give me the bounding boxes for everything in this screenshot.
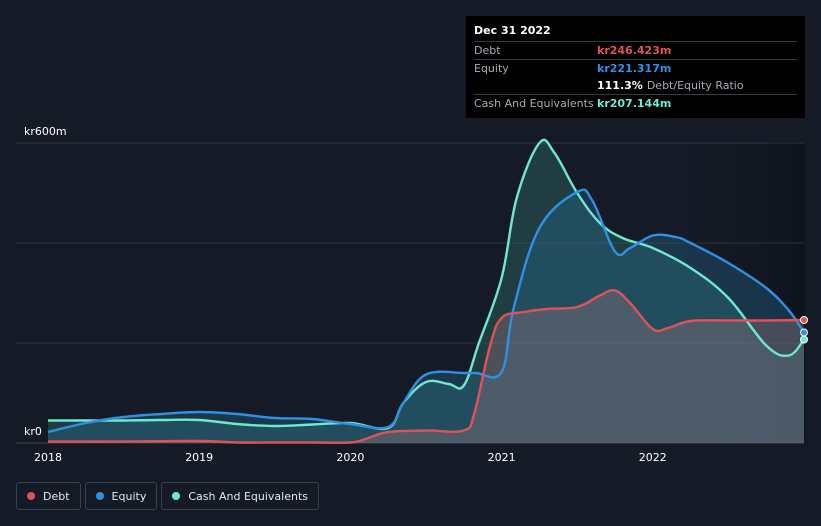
tooltip-row-cash: Cash And Equivalents kr207.144m [474,94,797,112]
tooltip-label [474,77,597,94]
endpoint-debt [800,316,808,324]
tooltip-value-cash: kr207.144m [597,97,672,110]
tooltip-label: Equity [474,62,509,75]
area-debt [48,290,804,443]
legend-item-cash[interactable]: Cash And Equivalents [161,482,319,510]
x-tick-label: 2019 [185,451,213,464]
legend-label: Cash And Equivalents [188,489,308,503]
tooltip-label: Cash And Equivalents [474,97,594,110]
legend-dot-icon [172,492,181,500]
y-tick-label-top: kr600m [24,125,67,138]
endpoint-equity [800,328,808,337]
x-tick-label: 2018 [34,451,62,464]
endpoint-cash-and-equivalents [800,335,808,344]
series-endpoints [800,316,808,344]
legend-label: Debt [43,489,70,503]
legend-label: Equity [111,489,147,503]
series-lines [47,138,805,444]
tooltip-ratio-label: Debt/Equity Ratio [646,79,744,92]
legend-item-debt[interactable]: Debt [16,482,81,510]
x-tick-label: 2022 [639,451,667,464]
tooltip-row-debt: Debt kr246.423m [474,41,797,59]
tooltip-label: Debt [474,44,501,57]
x-tick-label: 2021 [488,451,516,464]
tooltip-row-equity: Equity kr221.317m [474,59,797,77]
tooltip-row-ratio: 111.3% Debt/Equity Ratio [474,77,797,94]
future-shade [654,143,805,443]
line-cash-and-equivalents [47,138,805,431]
legend-dot-icon [27,492,35,500]
line-equity [47,188,805,434]
y-axis-ticks: kr600m kr0 [24,125,67,438]
tooltip-panel: Dec 31 2022 Debt kr246.423m Equity kr221… [466,16,805,118]
tooltip-value-ratio: 111.3% [597,79,643,92]
tooltip-value-debt: kr246.423m [597,44,672,57]
gridlines [16,142,804,444]
x-axis-ticks: 2018 2019 2020 2021 2022 [34,451,667,464]
tooltip-value-equity: kr221.317m [597,62,672,75]
x-tick-label: 2020 [336,451,364,464]
legend-item-equity[interactable]: Equity [84,482,158,510]
area-cash-and-equivalents [48,139,804,443]
legend: Debt Equity Cash And Equivalents [16,482,319,510]
y-tick-label-bottom: kr0 [24,425,42,438]
tooltip-date: Dec 31 2022 [474,24,551,37]
line-debt [47,288,805,444]
legend-dot-icon [95,492,104,500]
